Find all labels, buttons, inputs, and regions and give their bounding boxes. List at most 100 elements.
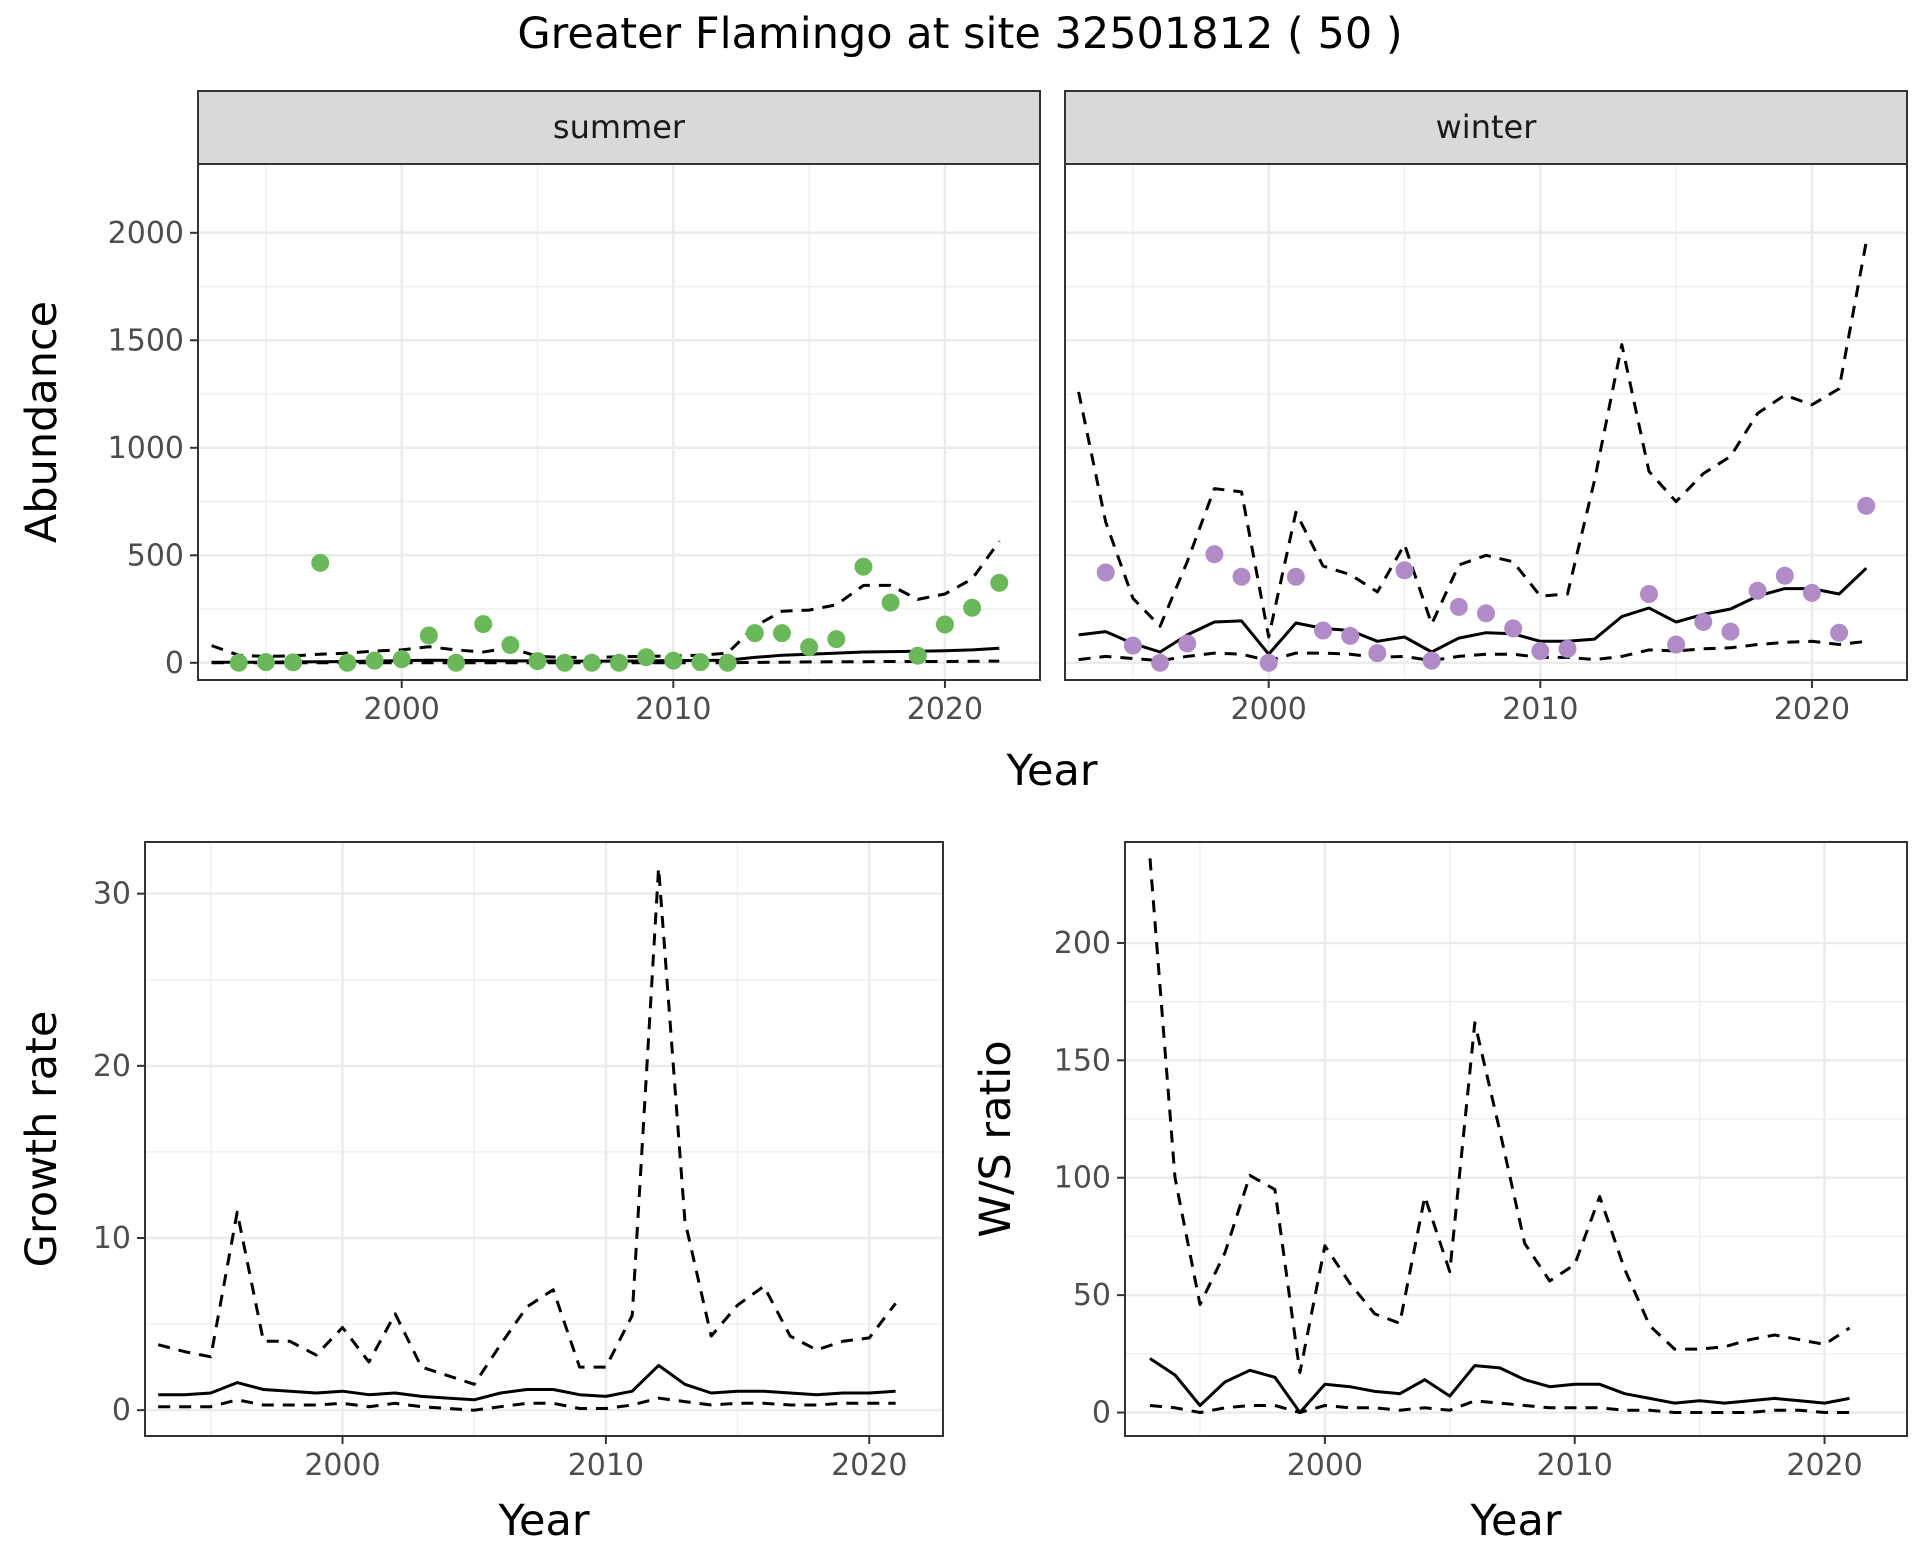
ws-ratio-panel: 0 50 100 150 200 2000 2010 2020	[1054, 841, 1908, 1483]
upper-bound-line	[157, 866, 897, 1386]
observed-point	[1205, 545, 1224, 564]
x-axis-ticks: 2000 2010 2020	[1231, 680, 1850, 727]
observed-point	[1721, 622, 1740, 641]
facet-strip-label-summer: summer	[553, 108, 686, 146]
observed-point	[1395, 561, 1414, 580]
observed-point	[691, 653, 710, 672]
y-axis-ticks: 0 10 20 30	[93, 877, 145, 1428]
y-tick-label: 1000	[108, 431, 184, 466]
x-axis-ticks: 2000 2010 2020	[304, 1436, 907, 1483]
observed-point	[990, 573, 1009, 592]
y-tick-label: 50	[1073, 1278, 1111, 1313]
y-tick-label: 500	[127, 538, 184, 573]
y-tick-label: 100	[1054, 1161, 1111, 1196]
observed-point	[419, 626, 438, 645]
observed-point	[963, 598, 982, 617]
abundance-y-axis-title: Abundance	[17, 301, 67, 543]
observed-point	[1830, 623, 1849, 642]
observed-point	[1178, 634, 1197, 653]
observed-point	[1422, 651, 1441, 670]
observed-point	[528, 652, 547, 671]
x-tick-label: 2010	[1502, 692, 1578, 727]
observed-point	[1123, 636, 1142, 655]
panel-border	[1124, 841, 1908, 1437]
observed-point	[1748, 581, 1767, 600]
observed-point	[1504, 619, 1523, 638]
observed-point	[501, 635, 520, 654]
observed-point	[392, 650, 411, 669]
observed-point	[908, 646, 927, 665]
observed-point	[1775, 566, 1794, 585]
y-tick-label: 1500	[108, 323, 184, 358]
x-tick-label: 2000	[304, 1448, 380, 1483]
observed-point	[1694, 612, 1713, 631]
series-layer	[157, 866, 897, 1412]
observed-point	[1531, 641, 1550, 660]
x-tick-label: 2020	[1786, 1448, 1862, 1483]
panel-background	[1125, 842, 1907, 1436]
observed-point	[718, 653, 737, 672]
observed-point	[555, 653, 574, 672]
observed-point	[1368, 644, 1387, 663]
observed-point	[935, 615, 954, 634]
observed-point	[881, 593, 900, 612]
growth-x-axis-title: Year	[497, 1496, 589, 1546]
observed-point	[772, 624, 791, 643]
y-tick-label: 0	[112, 1393, 131, 1428]
y-axis-ticks: 0 500 1000 1500 2000	[108, 216, 198, 681]
observed-point	[1314, 621, 1333, 640]
observed-point	[827, 630, 846, 649]
panel-background	[145, 842, 943, 1436]
y-tick-label: 0	[165, 646, 184, 681]
abundance-winter-panel: winter 2000 2010 2020	[1064, 90, 1908, 727]
observed-point	[311, 553, 330, 572]
observed-point	[582, 653, 601, 672]
panel-background	[1065, 164, 1907, 680]
observed-point	[1857, 496, 1876, 515]
x-tick-label: 2010	[635, 692, 711, 727]
observed-point	[637, 648, 656, 667]
observed-point	[284, 653, 303, 672]
fitted-trend-line	[1078, 567, 1868, 656]
upper-bound-line	[1077, 241, 1868, 639]
facet-strip	[1064, 90, 1908, 165]
observed-point	[1802, 583, 1821, 602]
observed-point	[1477, 604, 1495, 623]
x-tick-label: 2010	[568, 1448, 644, 1483]
series-layer	[211, 540, 1009, 672]
y-tick-label: 0	[1092, 1396, 1111, 1431]
x-tick-label: 2000	[1287, 1448, 1363, 1483]
x-tick-label: 2010	[1537, 1448, 1613, 1483]
x-tick-label: 2000	[364, 692, 440, 727]
growth-rate-panel: 0 10 20 30 2000 2010 2020	[93, 841, 944, 1483]
grid	[1065, 164, 1907, 680]
x-tick-label: 2020	[831, 1448, 907, 1483]
observed-point	[1639, 585, 1658, 603]
y-tick-label: 20	[93, 1049, 131, 1084]
upper-bound-line	[211, 540, 1001, 659]
observed-point	[1558, 639, 1577, 658]
x-axis-ticks: 2000 2010 2020	[1287, 1436, 1863, 1483]
observed-point	[1286, 567, 1305, 586]
observed-point	[256, 653, 275, 672]
panel-background	[198, 164, 1040, 680]
observed-point	[338, 653, 357, 672]
observed-point	[1232, 567, 1251, 586]
abundance-summer-panel: summer 0 500 1000 1500 2000 2000 2010 2020	[108, 90, 1041, 727]
grid	[145, 842, 943, 1436]
observed-point	[745, 624, 764, 643]
observed-point	[365, 651, 384, 670]
y-axis-ticks: 0 50 100 150 200	[1054, 926, 1125, 1431]
lower-bound-line	[1149, 1399, 1850, 1414]
observed-point	[664, 651, 683, 670]
lower-bound-line	[158, 1396, 896, 1412]
figure-title: Greater Flamingo at site 32501812 ( 50 )	[517, 9, 1402, 59]
y-tick-label: 2000	[108, 216, 184, 251]
upper-bound-line	[1148, 858, 1851, 1375]
x-tick-label: 2000	[1231, 692, 1307, 727]
observed-point	[800, 638, 819, 657]
fitted-trend-line	[1149, 1357, 1850, 1414]
series-layer	[1077, 241, 1876, 672]
